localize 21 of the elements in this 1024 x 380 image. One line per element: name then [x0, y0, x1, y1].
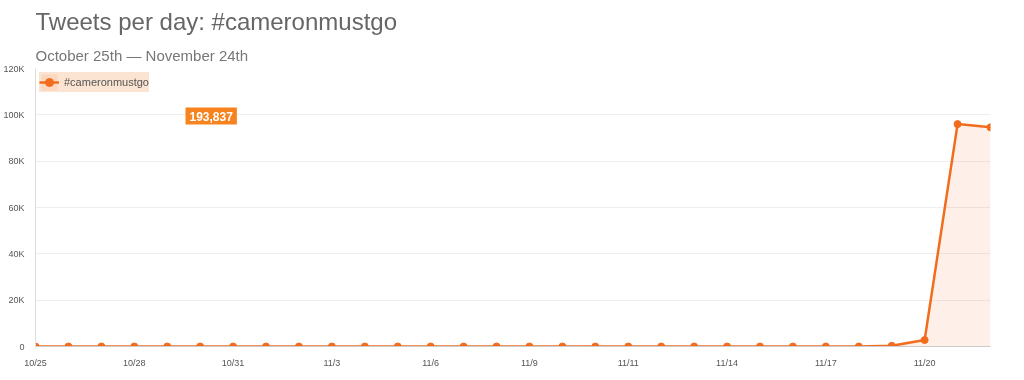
x-tick-label: 10/25 — [24, 357, 47, 368]
y-tick-label: 0 — [19, 341, 25, 352]
y-tick-label: 120K — [3, 63, 25, 74]
x-tick-label: 10/31 — [221, 357, 245, 368]
y-tick-label: 80K — [8, 156, 25, 167]
annotation: 193,837 — [189, 109, 234, 124]
legend-label: #cameronmustgo — [64, 76, 149, 88]
y-tick-label: 40K — [8, 248, 25, 259]
y-tick-label: 60K — [8, 202, 25, 213]
x-tick-label: 11/14 — [716, 357, 738, 368]
chart-title: Tweets per day: #cameronmustgo — [35, 7, 398, 35]
x-tick-label: 11/17 — [814, 357, 837, 368]
y-tick-label: 100K — [3, 109, 25, 120]
x-tick-label: 10/28 — [123, 357, 146, 368]
x-tick-label: 11/9 — [521, 357, 538, 368]
x-tick-label: 11/20 — [913, 357, 936, 368]
y-tick-label: 20K — [8, 295, 25, 306]
x-tick-label: 11/11 — [617, 357, 639, 368]
x-tick-label: 11/6 — [422, 357, 440, 368]
chart-subtitle: October 25th — November 24th — [35, 46, 249, 64]
x-tick-label: 11/3 — [323, 357, 341, 368]
